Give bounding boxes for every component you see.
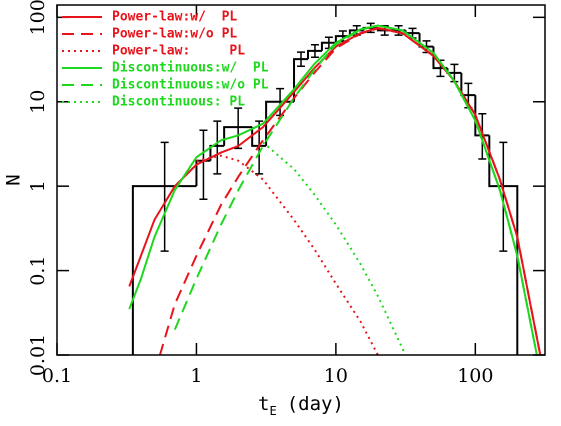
x-tick-label: 100 <box>457 365 493 387</box>
series-line <box>173 24 538 355</box>
histogram-bar <box>334 35 350 43</box>
series-line <box>262 141 407 355</box>
y-axis-title: N <box>3 174 25 185</box>
x-tick-label: 0.1 <box>42 365 72 387</box>
histogram-bar <box>306 49 322 60</box>
error-bar-line <box>213 120 222 175</box>
plot-frame <box>56 4 546 356</box>
legend-label: Discontinuous:w/o PL <box>112 78 269 93</box>
y-tick-label: 0.1 <box>27 255 49 285</box>
plot-area <box>128 22 542 355</box>
error-bar <box>213 120 222 175</box>
histogram-bar <box>474 95 490 137</box>
legend-label: Power-law: PL <box>112 44 245 59</box>
series-line <box>158 27 542 355</box>
error-bar <box>199 129 208 200</box>
error-bar-line <box>199 129 208 200</box>
y-tick-label: 0.01 <box>27 334 49 376</box>
y-tick-label: 1 <box>27 180 49 192</box>
error-bar <box>499 141 508 252</box>
x-axis-title-main: t <box>258 393 269 415</box>
y-tick-label: 100 <box>27 0 49 35</box>
error-bar <box>160 141 169 252</box>
error-bar-line <box>478 113 487 160</box>
error-bar <box>478 113 487 160</box>
legend-label: Discontinuous: PL <box>112 95 245 110</box>
x-axis-title-sub: E <box>270 404 277 418</box>
histogram-bar <box>320 41 336 51</box>
series-line <box>196 154 380 355</box>
error-bar-line <box>310 43 319 58</box>
error-bar-line <box>234 107 243 150</box>
legend-label: Discontinuous:w/ PL <box>112 61 269 76</box>
error-bar <box>234 107 243 150</box>
error-bar <box>310 43 319 58</box>
y-tick-label: 10 <box>27 90 49 114</box>
x-tick-label: 1 <box>190 365 202 387</box>
histogram-bar <box>251 127 267 147</box>
error-bar-line <box>160 141 169 252</box>
legend-label: Power-law:w/ PL <box>112 10 237 25</box>
histogram-bar <box>293 58 308 102</box>
x-axis-title: tE (day) <box>258 393 344 418</box>
error-bar <box>297 51 306 68</box>
histogram-bar <box>209 144 225 161</box>
series-line <box>128 24 538 355</box>
x-tick-label: 10 <box>324 365 348 387</box>
error-bar-line <box>297 51 306 68</box>
error-bar-line <box>499 141 508 252</box>
legend-label: Power-law:w/o PL <box>112 27 237 42</box>
x-axis-title-unit: (day) <box>287 393 344 415</box>
